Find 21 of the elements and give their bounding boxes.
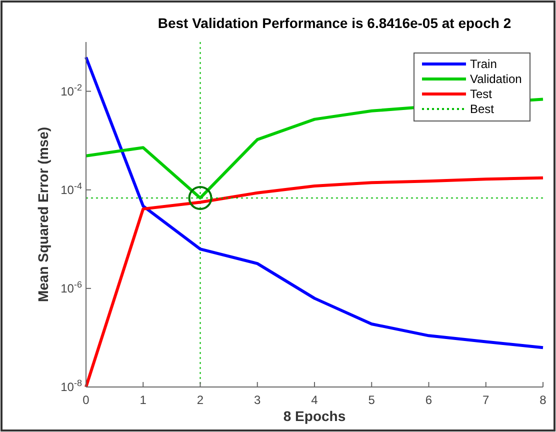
y-tick-label: 10$^{-6}$ xyxy=(60,279,82,296)
legend-label: Best xyxy=(470,102,495,116)
line-series xyxy=(84,56,544,350)
legend-label: Test xyxy=(470,87,493,101)
y-axis-title: Mean Squared Error (mse) xyxy=(35,126,51,302)
x-tick-label: 1 xyxy=(140,393,147,407)
x-tick-label: 6 xyxy=(425,393,432,407)
x-tick-label: 3 xyxy=(254,393,262,407)
y-tick-label: 10$^{-2}$ xyxy=(60,82,82,98)
x-tick-label: 8 xyxy=(540,393,547,407)
y-tick-label: 10$^{-4}$ xyxy=(60,180,82,197)
x-axis-title: 8 Epochs xyxy=(283,408,346,424)
legend-label: Train xyxy=(470,57,497,71)
x-tick-label: 4 xyxy=(311,393,318,407)
x-tick-label: 0 xyxy=(82,393,90,407)
legend-label: Validation xyxy=(470,72,522,86)
x-tick-label: 5 xyxy=(368,393,376,407)
x-tick-label: 2 xyxy=(196,393,204,407)
chart-title: Best Validation Performance is 6.8416e-05 at epoch 2 xyxy=(158,15,512,31)
y-tick-label: 10$^{-8}$ xyxy=(60,378,82,394)
x-tick-label: 7 xyxy=(482,393,490,407)
